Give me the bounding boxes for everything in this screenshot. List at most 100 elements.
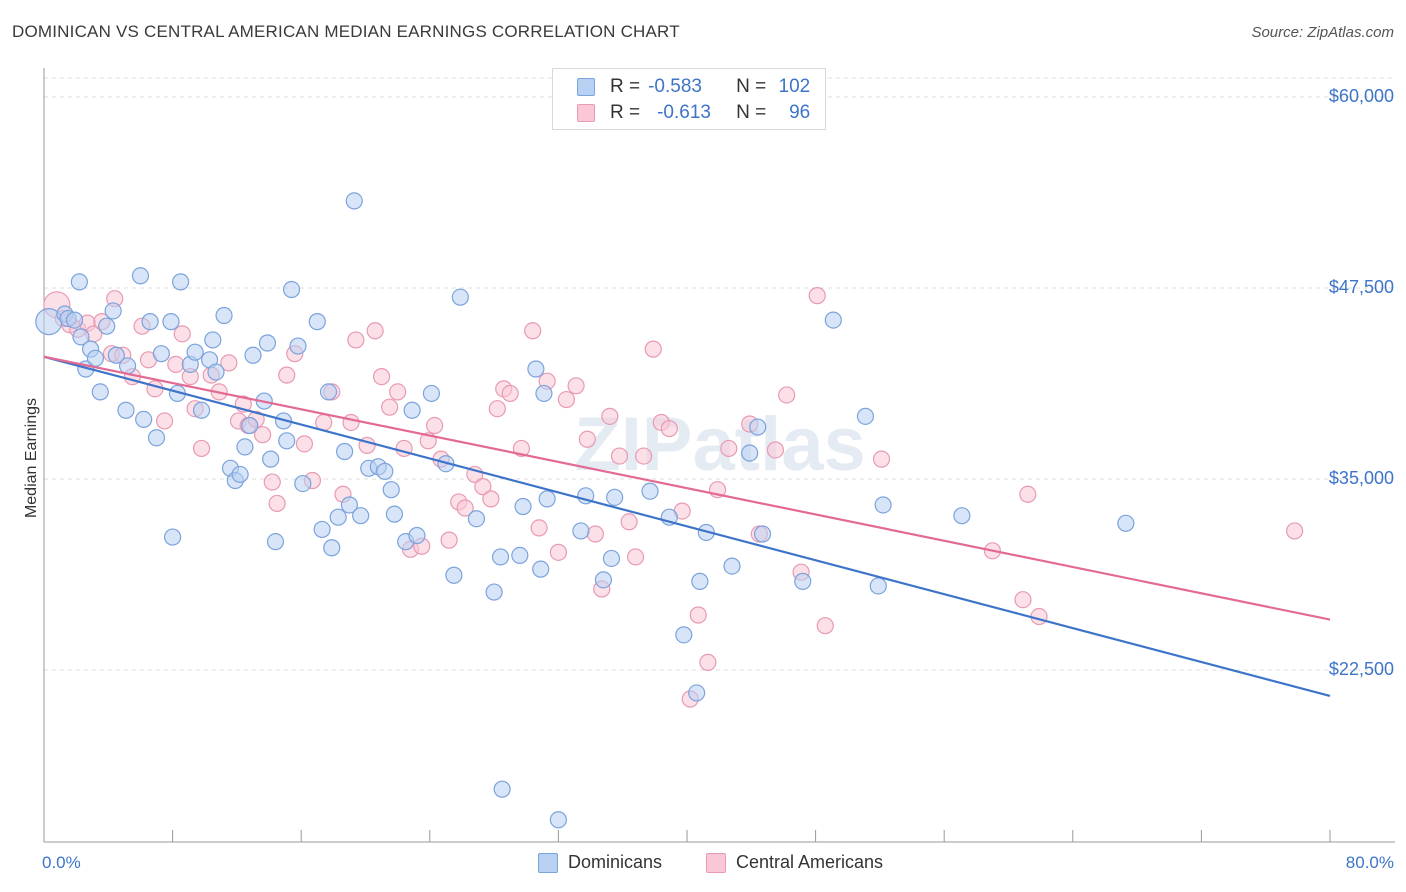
- central-american-point: [1014, 591, 1032, 609]
- dominican-point: [204, 331, 222, 349]
- dominican-point: [152, 345, 170, 363]
- dominican-point: [289, 337, 307, 355]
- dominican-point: [641, 482, 659, 500]
- dominican-point: [164, 528, 182, 546]
- central-american-point: [254, 426, 272, 444]
- central-american-point: [644, 340, 662, 358]
- central-american-point: [488, 400, 506, 418]
- dominican-point: [147, 429, 166, 447]
- dominican-point: [186, 343, 204, 361]
- dominican-point: [117, 401, 135, 419]
- dominican-point: [294, 474, 312, 493]
- dominican-point: [70, 273, 88, 291]
- central-american-point: [278, 366, 296, 384]
- legend-row-central-americans: R = -0.613 N = 96: [610, 101, 810, 125]
- legend-r-value: -0.583: [648, 76, 702, 97]
- central-american-point: [268, 494, 286, 513]
- central-american-point: [220, 354, 238, 372]
- dominican-point: [231, 465, 249, 484]
- dominican-point: [382, 481, 400, 499]
- central-american-point: [586, 525, 604, 543]
- bottom-legend-central-americans: Central Americans: [706, 852, 883, 873]
- dominican-point: [241, 416, 259, 435]
- central-americans-points: [43, 287, 1304, 708]
- dominican-point: [535, 384, 553, 403]
- central-american-point: [626, 548, 645, 566]
- central-american-point: [620, 513, 638, 531]
- central-american-point: [808, 287, 826, 305]
- dominican-point: [313, 520, 331, 539]
- central-american-point: [474, 478, 492, 496]
- dominican-point: [527, 360, 545, 378]
- legend-r-label: R =: [610, 76, 641, 97]
- dominican-point: [207, 363, 225, 381]
- central-american-point: [557, 390, 576, 409]
- central-american-point: [601, 407, 619, 425]
- dominican-point: [491, 548, 510, 566]
- dominican-point: [345, 192, 363, 210]
- dominican-point: [856, 407, 875, 425]
- central-american-point: [366, 322, 384, 340]
- central-american-point: [549, 543, 568, 561]
- dominican-point: [445, 566, 463, 584]
- legend-row-dominicans: R = -0.583 N = 102: [610, 75, 810, 99]
- central-american-point: [610, 447, 629, 465]
- central-american-point: [173, 325, 191, 343]
- dominican-point: [236, 438, 254, 456]
- source-label: Source: ZipAtlas.com: [1251, 24, 1394, 41]
- watermark: ZIPatlas: [574, 402, 865, 487]
- central-american-point: [501, 384, 519, 403]
- dominican-point: [493, 780, 511, 798]
- dominican-point: [511, 546, 529, 565]
- legend-n-value: 96: [789, 102, 811, 123]
- dominican-point: [572, 522, 590, 540]
- y-axis-label: Median Earnings: [23, 397, 40, 519]
- dominican-point: [688, 684, 706, 702]
- central-american-point: [524, 322, 542, 340]
- x-tick-min: 0.0%: [42, 853, 81, 872]
- dominican-point: [215, 306, 233, 325]
- dominican-point: [467, 510, 486, 528]
- dominican-point: [753, 525, 772, 543]
- central-american-point: [389, 383, 407, 401]
- dominican-point: [1117, 514, 1135, 532]
- central-americans-trend-line: [43, 355, 1331, 621]
- dominicans-trend-line: [43, 355, 1331, 698]
- dominican-point: [135, 410, 153, 429]
- central-american-point: [872, 450, 891, 468]
- dominican-point: [107, 346, 125, 364]
- dominican-point: [532, 560, 550, 578]
- central-americans-swatch: [706, 852, 726, 873]
- dominican-point: [319, 383, 338, 401]
- central-american-point: [192, 439, 211, 458]
- y-tick-label-3: $60,000: [1328, 86, 1394, 106]
- dominican-point: [869, 577, 887, 595]
- central-american-point: [720, 439, 738, 458]
- dominican-point: [131, 267, 150, 285]
- dominican-point: [451, 288, 469, 306]
- dominican-point: [141, 313, 159, 331]
- dominican-point: [953, 507, 971, 525]
- central-american-point: [1019, 485, 1037, 503]
- legend-r-value: -0.613: [657, 102, 711, 123]
- central-american-point: [295, 435, 314, 453]
- dominican-point: [118, 357, 137, 375]
- bottom-legend-dominicans: Dominicans: [538, 852, 662, 873]
- central-american-point: [1286, 522, 1304, 540]
- dominican-point: [266, 533, 285, 551]
- dominican-point: [485, 583, 503, 601]
- central-american-point: [816, 617, 834, 635]
- dominican-point: [422, 384, 441, 403]
- dominican-point: [172, 273, 190, 291]
- central-americans-label: Central Americans: [736, 852, 884, 872]
- central-american-point: [440, 531, 458, 549]
- dominican-point: [308, 313, 326, 331]
- dominican-point: [408, 526, 426, 545]
- central-american-point: [530, 519, 548, 537]
- dominican-point: [794, 572, 812, 590]
- central-american-point: [689, 606, 707, 624]
- central-american-point: [456, 499, 474, 517]
- central-american-point: [578, 430, 596, 448]
- dominican-point: [258, 334, 277, 352]
- dominican-point: [329, 508, 347, 526]
